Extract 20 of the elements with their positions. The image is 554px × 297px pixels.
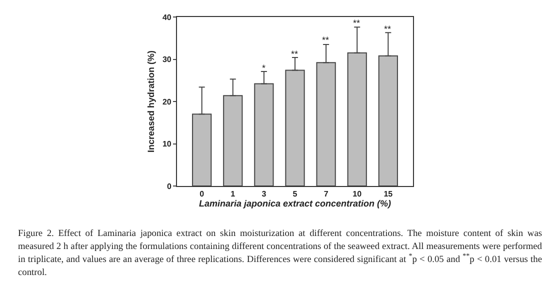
annotation: * — [262, 63, 266, 73]
annotation: ** — [291, 49, 298, 59]
y-axis-title: Increased hydration (%) — [146, 50, 156, 153]
annotation: ** — [322, 35, 330, 45]
y-tick-label: 40 — [162, 12, 172, 22]
y-tick-label: 30 — [162, 55, 172, 64]
annotation: ** — [353, 18, 360, 28]
y-tick-label: 20 — [162, 97, 172, 106]
x-tick-label: 1 — [230, 190, 236, 199]
y-tick-label: 0 — [166, 182, 172, 191]
x-tick-label: 3 — [262, 190, 267, 199]
x-tick-label: 0 — [200, 190, 205, 199]
x-tick-label: 15 — [384, 190, 394, 199]
x-axis-title: Laminaria japonica extract concentration (%) — [198, 198, 392, 209]
x-tick-label: 10 — [352, 190, 362, 199]
annotation: ** — [384, 24, 392, 34]
x-tick-label: 5 — [292, 190, 298, 199]
x-tick-label: 7 — [324, 190, 329, 199]
y-tick-label: 10 — [162, 140, 172, 149]
text: Figure 2. Effect of Laminaria japonica extract on skin moisturization at different concentrations. The moisture content of skin was measured 2 h after applying the formulations containing different concentrations of the seaweed extract. All measurements were performed in triplicate, and values are an average of three replications. Differences were considered significant at $^{*}$p < 0.05 and $^{**}$p < 0.01 versus the control. — [18, 229, 542, 278]
